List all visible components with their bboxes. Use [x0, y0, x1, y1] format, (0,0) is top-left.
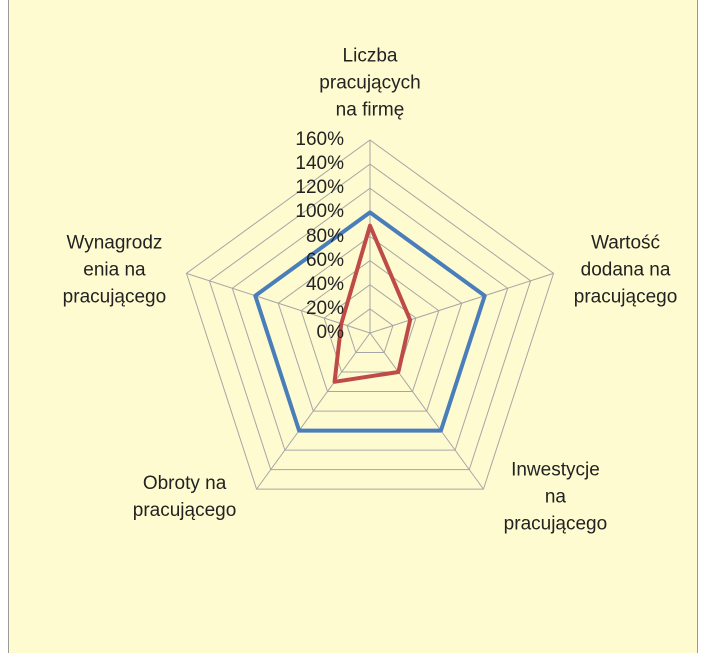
series-line	[332, 223, 413, 384]
axis-label: Wartość dodana na pracującego	[573, 232, 678, 308]
grid-ring	[300, 260, 440, 393]
r-tick-label: 0%	[316, 322, 344, 343]
r-tick-label: 160%	[295, 129, 344, 150]
chart: 0% 20% 40% 60% 80% 100% 120% 140% 160% Liczba pra…	[8, 0, 698, 653]
axis-spoke	[186, 272, 371, 334]
r-tick-label: 100%	[295, 201, 344, 223]
r-tick-label: 40%	[305, 273, 344, 295]
axis-spoke	[256, 332, 371, 490]
grid-ring	[346, 308, 394, 354]
axis-label: Inwestycje na pracującego	[503, 459, 608, 535]
grid-ring	[185, 139, 555, 490]
r-tick-label: 120%	[295, 177, 344, 199]
grid-ring	[277, 235, 463, 412]
r-tick-label: 60%	[305, 249, 344, 271]
axis-label: Obroty na pracującego	[132, 473, 237, 522]
axis-label: Wynagrodz enia na pracującego	[62, 232, 167, 308]
axis-spoke	[369, 332, 484, 490]
series-line	[253, 210, 487, 433]
grid-ring	[208, 163, 532, 471]
r-tick-label: 80%	[305, 225, 344, 247]
axis-label: Liczba pracujących na firmę	[319, 45, 421, 121]
r-tick-label: 20%	[305, 297, 344, 319]
radar-plot	[185, 139, 555, 490]
r-tick-label: 140%	[295, 153, 344, 175]
grid-ring	[231, 187, 509, 451]
axis-spoke	[369, 272, 554, 334]
